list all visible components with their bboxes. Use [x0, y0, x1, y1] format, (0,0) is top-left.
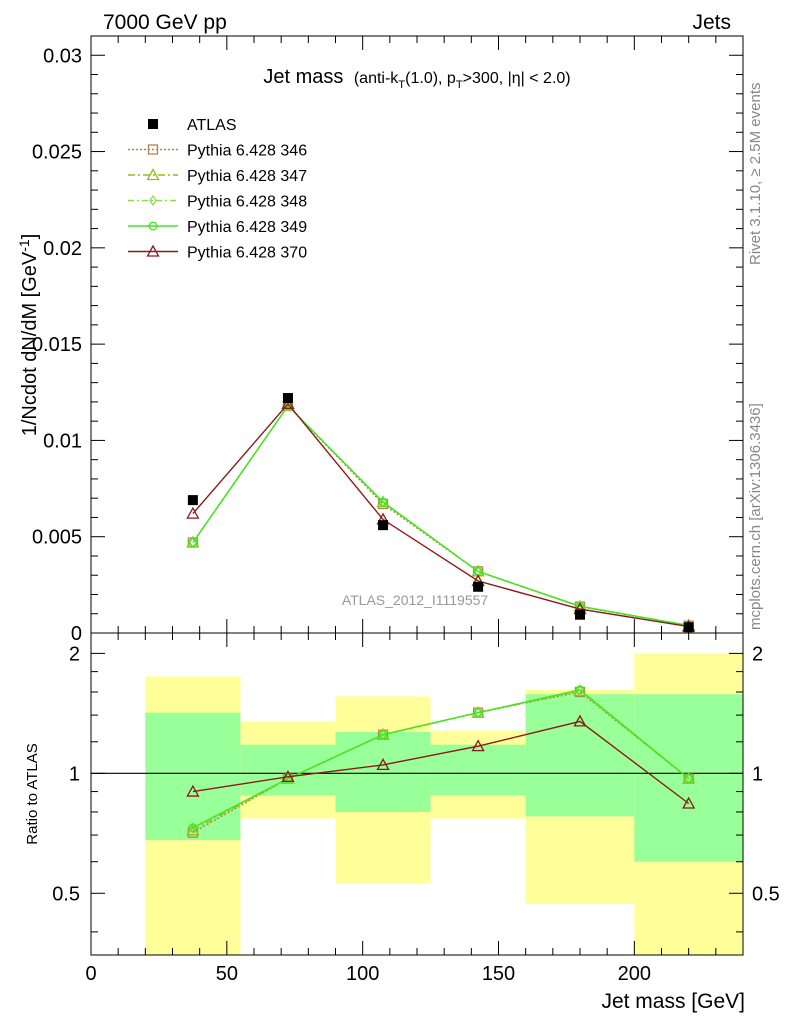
main-series-point-2-0 — [188, 536, 197, 549]
ratio-marks — [91, 653, 743, 955]
watermark: ATLAS_2012_I1119557 — [342, 592, 489, 608]
legend: ATLAS Pythia 6.428 346 Pythia 6.428 347 Pyt… — [128, 117, 307, 262]
ratio-ytick-label-right-1: 1 — [752, 763, 763, 785]
ratio-xlabel: Jet mass [GeV] — [601, 990, 745, 1013]
ratio-series-point-4-4 — [573, 714, 587, 727]
ratio-series-point-3-2 — [378, 730, 388, 740]
main-title: Jet mass (anti-kT(1.0), pT>300, |η| < 2.… — [263, 66, 570, 91]
ratio-series-point-2-2 — [379, 729, 387, 741]
legend-marker-2 — [149, 194, 157, 207]
ratio-series-line-3 — [192, 689, 690, 829]
legend-marker-1 — [146, 168, 160, 181]
ratio-xtick-label-3: 150 — [482, 963, 515, 985]
ratio-band-green-2 — [335, 731, 431, 812]
ratio-ylabel: Ratio to ATLAS — [24, 743, 41, 844]
main-series-point-4-0 — [186, 506, 200, 519]
ratio-series-point-4-0 — [186, 784, 200, 797]
ratio-series-point-4-2 — [376, 758, 390, 771]
legend-label-data: ATLAS — [187, 117, 237, 134]
ratio-ytick-label-right-2: 2 — [752, 643, 763, 665]
ratio-series-point-3-3 — [473, 708, 483, 718]
ratio-series-point-4-3 — [471, 739, 485, 752]
ratio-xtick-label-1: 50 — [216, 963, 238, 985]
ratio-series-point-1-0 — [186, 823, 200, 836]
ratio-ytick-label-left-1: 1 — [69, 763, 80, 785]
ratio-series-line-4 — [192, 720, 690, 805]
legend-marker-data — [148, 119, 158, 129]
ratio-series-point-4-1 — [281, 769, 295, 782]
ratio-series-point-3-5 — [684, 774, 694, 784]
data-point-1 — [282, 393, 293, 404]
ratio-series-point-2-3 — [474, 707, 483, 719]
main-marks — [186, 393, 696, 633]
legend-label-4: Pythia 6.428 370 — [187, 245, 307, 262]
main-ytick-label-4: 0.02 — [43, 238, 82, 260]
data-point-2 — [378, 520, 389, 531]
legend-marker-3 — [148, 221, 158, 231]
mcplots-info: mcplots.cern.ch [arXiv:1306.3436] — [747, 403, 764, 630]
ratio-band-green-0 — [145, 712, 241, 841]
main-series-point-4-1 — [281, 396, 295, 409]
legend-marker-0 — [147, 144, 159, 155]
legend-label-2: Pythia 6.428 348 — [187, 194, 307, 211]
main-series-point-3-2 — [378, 497, 388, 507]
main-ylabel: 1/Ncdot dN/dM [GeV-1] — [16, 234, 41, 437]
main-series-point-2-1 — [284, 400, 292, 412]
main-ytick-label-2: 0.01 — [43, 430, 82, 452]
header-left: 7000 GeV pp — [103, 11, 227, 34]
ratio-ytick-label-right-0: 0.5 — [752, 883, 780, 905]
ratio-band-green-3 — [430, 744, 526, 796]
main-series-line-3 — [192, 404, 689, 627]
ratio-ytick-label-left-2: 2 — [69, 643, 80, 665]
legend-label-1: Pythia 6.428 347 — [187, 168, 307, 185]
ratio-band-green-4 — [525, 694, 635, 817]
header-right: Jets — [692, 11, 731, 34]
main-series-point-3-0 — [188, 538, 198, 547]
legend-label-0: Pythia 6.428 346 — [187, 143, 307, 160]
rivet-info: Rivet 3.1.10, ≥ 2.5M events — [747, 83, 764, 266]
data-point-0 — [187, 495, 198, 506]
main-ytick-label-1: 0.005 — [32, 527, 82, 549]
rivet-info-prefix: Rivet 3.1.10, — [747, 177, 764, 265]
ratio-ytick-label-left-0: 0.5 — [52, 883, 80, 905]
rivet-info-suffix: ≥ 2.5M events — [747, 83, 764, 177]
ratio-xtick-label-2: 100 — [346, 963, 379, 985]
ratio-series-point-3-0 — [188, 823, 198, 833]
main-title-detail: (anti-kT(1.0), pT>300, |η| < 2.0) — [349, 70, 570, 91]
ratio-xtick-label-0: 0 — [85, 963, 96, 985]
ratio-series-point-2-4 — [576, 685, 584, 697]
data-point-4 — [575, 609, 585, 620]
ratio-series-point-4-5 — [682, 796, 696, 809]
main-axes: 0 0.005 0.01 0.015 0.02 0.025 0.03 — [32, 36, 744, 645]
main-ytick-label-6: 0.03 — [43, 45, 82, 67]
main-ytick-label-0: 0 — [71, 623, 82, 645]
main-title-main: Jet mass — [263, 66, 343, 88]
ratio-xtick-label-4: 200 — [618, 963, 651, 985]
ratio-axes: 0.5 0.5 1 1 2 2 0 50 100 150 200 — [52, 633, 780, 985]
main-ytick-label-5: 0.025 — [32, 142, 82, 164]
legend-marker-4 — [146, 244, 160, 257]
main-panel: 0 0.005 0.01 0.015 0.02 0.025 0.03 Jet mass (a… — [16, 35, 744, 645]
ratio-panel: 0.5 0.5 1 1 2 2 0 50 100 150 200 Ratio to ATLAS Je… — [24, 632, 780, 1013]
legend-label-3: Pythia 6.428 349 — [187, 219, 307, 236]
ratio-series-point-3-4 — [575, 685, 585, 695]
main-series-line-4 — [192, 402, 689, 628]
data-point-3 — [473, 581, 484, 592]
main-ytick-label-3: 0.015 — [32, 334, 82, 356]
